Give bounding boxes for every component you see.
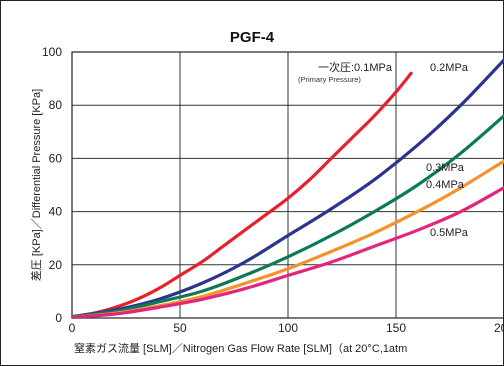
series-label-0: 一次圧:0.1MPa bbox=[318, 60, 393, 74]
y-tick-label: 40 bbox=[49, 205, 63, 219]
series-label-4: 0.5MPa bbox=[430, 227, 469, 239]
x-tick-label: 100 bbox=[278, 321, 298, 335]
series-label-1: 0.2MPa bbox=[430, 62, 469, 74]
x-tick-label: 50 bbox=[173, 321, 187, 335]
y-tick-label: 20 bbox=[49, 258, 63, 272]
y-tick-label: 0 bbox=[55, 311, 62, 325]
x-tick-label: 200 bbox=[494, 321, 504, 335]
series-label-2: 0.3MPa bbox=[426, 162, 465, 174]
series-label-3: 0.4MPa bbox=[426, 179, 465, 191]
chart-title: PGF-4 bbox=[230, 29, 275, 46]
y-axis-label: 差圧 [KPa]／Differential Pressure [KPa] bbox=[29, 89, 43, 281]
x-tick-label: 0 bbox=[69, 321, 76, 335]
series-sublabel-0: (Primary Pressure) bbox=[298, 75, 361, 84]
y-tick-label: 100 bbox=[42, 45, 62, 59]
x-tick-label: 150 bbox=[386, 321, 406, 335]
y-tick-label: 60 bbox=[49, 151, 63, 165]
y-tick-label: 80 bbox=[49, 98, 63, 112]
x-axis-label: 窒素ガス流量 [SLM]／Nitrogen Gas Flow Rate [SLM… bbox=[74, 341, 407, 355]
